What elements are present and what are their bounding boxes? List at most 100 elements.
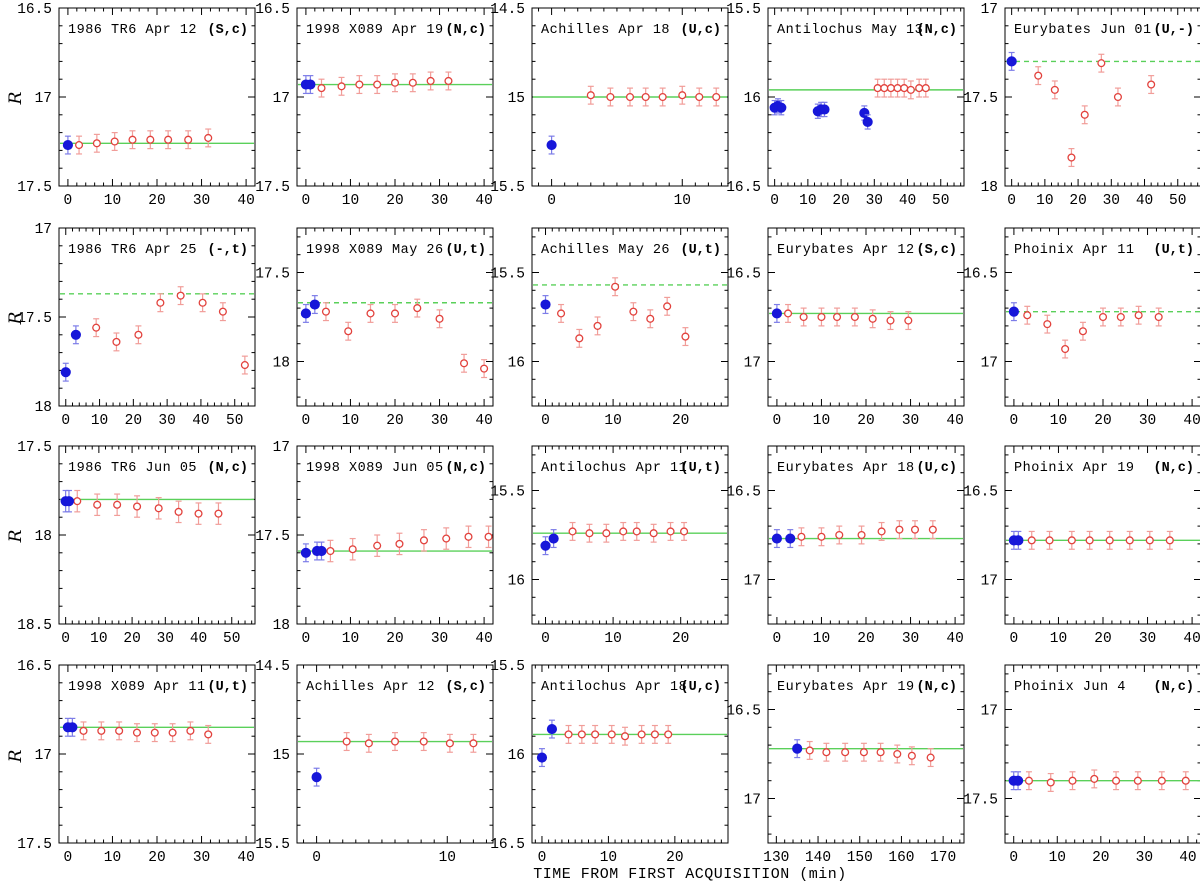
- red-data-point: [132, 728, 142, 737]
- red-data-point: [204, 730, 213, 739]
- panel-code: (N,c): [207, 461, 248, 476]
- red-data-point: [646, 314, 655, 323]
- blue-data-point: [309, 299, 320, 310]
- blue-data-point: [536, 752, 548, 763]
- y-tick-label: 16.5: [726, 180, 761, 196]
- blue-data-point: [311, 772, 322, 783]
- red-data-point: [1045, 536, 1054, 545]
- blue-data-point: [540, 540, 551, 551]
- red-series: [73, 489, 223, 525]
- red-data-point: [658, 92, 667, 102]
- y-tick-label: 17.5: [17, 837, 52, 853]
- red-data-point: [695, 92, 704, 102]
- x-tick-label: 30: [193, 850, 210, 866]
- red-data-point: [607, 730, 616, 739]
- x-tick-label: 10: [799, 193, 816, 209]
- y-tick-label: 16.5: [726, 704, 761, 720]
- y-axis-title-row3: R: [6, 529, 26, 543]
- panel-code: (N,c): [1153, 680, 1194, 695]
- red-data-point: [1116, 312, 1125, 322]
- red-data-point: [586, 91, 595, 100]
- red-data-point: [364, 739, 373, 748]
- red-data-point: [1105, 536, 1114, 545]
- red-data-point: [926, 753, 935, 762]
- red-data-point: [337, 82, 346, 91]
- blue-data-point: [771, 533, 783, 544]
- red-data-point: [1181, 776, 1190, 785]
- red-series: [568, 521, 689, 543]
- blue-data-point: [1008, 306, 1020, 317]
- red-data-point: [564, 730, 573, 739]
- x-tick-label: 160: [888, 850, 914, 866]
- red-data-point: [92, 139, 101, 148]
- red-data-point: [664, 730, 673, 739]
- blue-series: [1008, 771, 1024, 791]
- red-data-point: [907, 751, 916, 760]
- y-axis-title-row1: R: [6, 91, 26, 105]
- x-tick-label: 20: [1092, 850, 1109, 866]
- x-tick-label: 0: [773, 413, 782, 429]
- red-data-point: [585, 529, 594, 538]
- red-series: [1024, 769, 1190, 792]
- x-tick-label: 30: [866, 193, 883, 209]
- red-data-point: [817, 312, 826, 322]
- x-tick-label: 10: [1049, 850, 1066, 866]
- red-data-point: [154, 504, 163, 513]
- blue-data-point: [60, 367, 71, 378]
- x-tick-label: 20: [1094, 631, 1111, 647]
- red-data-point: [1067, 536, 1076, 545]
- x-tick-label: 0: [1007, 193, 1016, 209]
- blue-data-point: [546, 139, 557, 151]
- x-tick-label: 0: [64, 850, 73, 866]
- y-tick-label: 18: [273, 356, 290, 372]
- red-data-point: [426, 76, 435, 86]
- x-tick-label: 40: [475, 193, 492, 209]
- blue-series: [771, 529, 796, 549]
- red-data-point: [928, 525, 937, 534]
- y-tick-label: 17.5: [255, 267, 290, 283]
- y-tick-label: 17: [744, 356, 761, 372]
- x-tick-label: 20: [857, 631, 874, 647]
- red-data-point: [442, 534, 451, 543]
- blue-series: [62, 135, 74, 155]
- red-series: [564, 724, 673, 746]
- blue-data-point: [1012, 775, 1024, 786]
- red-data-point: [355, 80, 364, 89]
- x-tick-label: 0: [538, 850, 547, 866]
- y-tick-label: 17: [273, 440, 290, 456]
- blue-series: [300, 295, 320, 323]
- y-tick-label: 17: [981, 2, 998, 18]
- red-data-point: [850, 312, 859, 322]
- y-tick-label: 16.5: [726, 485, 761, 501]
- y-tick-label: 15.5: [490, 485, 525, 501]
- blue-data-point: [776, 102, 787, 113]
- x-tick-label: 0: [302, 193, 311, 209]
- axis-ticks: [531, 228, 729, 406]
- red-data-point: [133, 502, 142, 511]
- blue-data-point: [300, 547, 312, 558]
- panel-code: (U,t): [680, 461, 721, 476]
- red-data-point: [629, 307, 638, 316]
- red-data-point: [632, 527, 641, 536]
- panel-1986-tr6-apr-25: 0 10 20 30 40 50 17 17.5 18 1986 TR6 Apr 25 (-,t): [17, 222, 256, 429]
- axis-ticks: [296, 7, 494, 187]
- panel-title: Eurybates Apr 18: [777, 461, 915, 476]
- red-data-point: [348, 545, 357, 554]
- red-data-point: [557, 309, 566, 318]
- red-data-point: [1080, 110, 1089, 119]
- x-tick-label: 10: [1036, 193, 1053, 209]
- red-data-point: [342, 737, 351, 746]
- red-series: [586, 85, 721, 107]
- red-data-point: [593, 321, 602, 330]
- x-tick-label: 0: [61, 631, 70, 647]
- red-series: [797, 520, 937, 547]
- blue-series: [60, 489, 75, 513]
- blue-data-point: [771, 308, 783, 319]
- x-tick-label: 10: [342, 413, 359, 429]
- blue-series: [300, 541, 327, 563]
- blue-data-point: [785, 533, 796, 544]
- x-tick-label: 30: [1139, 413, 1156, 429]
- x-tick-label: 40: [237, 850, 254, 866]
